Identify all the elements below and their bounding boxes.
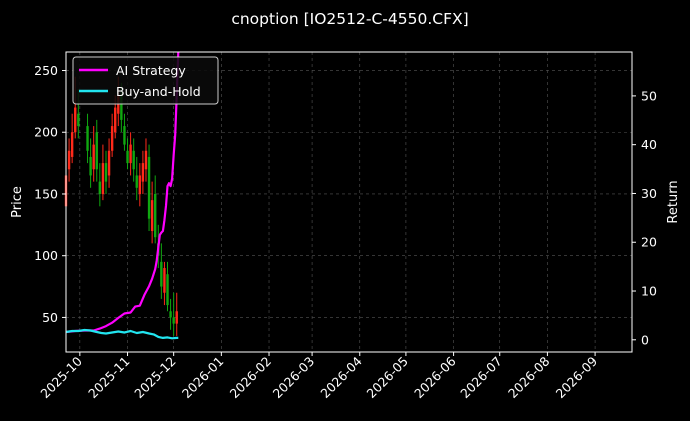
candle-body bbox=[132, 150, 135, 170]
y-right-tick-label: 40 bbox=[641, 137, 657, 152]
candle-body bbox=[107, 150, 111, 176]
series-line-ai-strategy bbox=[65, 51, 180, 334]
y-right-tick-label: 10 bbox=[641, 284, 657, 299]
y-left-tick-label: 100 bbox=[34, 248, 58, 263]
candle-body bbox=[166, 274, 169, 306]
candle-body bbox=[135, 175, 138, 188]
candle-body bbox=[172, 317, 175, 324]
y-right-tick-label: 30 bbox=[641, 186, 657, 201]
candle-body bbox=[144, 150, 148, 170]
candle-body bbox=[169, 311, 172, 318]
candle-body bbox=[120, 95, 123, 120]
y-right-label: Return bbox=[666, 180, 681, 223]
candle-body bbox=[92, 144, 95, 170]
candle-body bbox=[70, 132, 74, 157]
y-right-tick-label: 20 bbox=[641, 235, 657, 250]
candle-body bbox=[150, 200, 154, 232]
chart-title: cnoption [IO2512-C-4550.CFX] bbox=[231, 10, 468, 28]
legend-box bbox=[72, 56, 219, 105]
candle-body bbox=[98, 181, 102, 194]
candle-body bbox=[77, 113, 80, 127]
candle-body bbox=[74, 107, 77, 133]
y-left-label: Price bbox=[10, 186, 25, 218]
candle-body bbox=[154, 193, 157, 238]
candle-body bbox=[95, 132, 98, 170]
candle-body bbox=[126, 150, 129, 164]
candle-body bbox=[89, 156, 92, 176]
candle-body bbox=[141, 163, 145, 182]
plot-frame bbox=[65, 51, 633, 353]
candle-body bbox=[114, 107, 117, 133]
candle-body bbox=[163, 268, 166, 293]
y-left-tick-label: 250 bbox=[34, 63, 58, 78]
legend-ai-label: AI Strategy bbox=[116, 63, 186, 78]
y-right-tick-label: 0 bbox=[641, 332, 649, 347]
series-lines bbox=[65, 51, 180, 340]
candle-body bbox=[147, 156, 151, 219]
legend: AI Strategy Buy-and-Hold bbox=[72, 56, 219, 105]
candle-body bbox=[110, 126, 114, 151]
candle-body bbox=[67, 150, 71, 170]
candle-body bbox=[175, 311, 178, 324]
y-right-tick-label: 50 bbox=[641, 88, 657, 103]
candle-body bbox=[123, 126, 126, 145]
candle-body bbox=[160, 261, 163, 287]
candle-body bbox=[138, 175, 142, 194]
y-left-tick-label: 150 bbox=[34, 186, 58, 201]
candle-body bbox=[104, 163, 108, 182]
series-line-buy-and-hold bbox=[65, 328, 179, 340]
legend-bh-label: Buy-and-Hold bbox=[116, 84, 201, 99]
y-left-tick-label: 50 bbox=[42, 310, 58, 325]
candle-body bbox=[86, 126, 89, 151]
candle-body bbox=[101, 163, 105, 194]
y-left-tick-label: 200 bbox=[34, 125, 58, 140]
candle-body bbox=[129, 144, 132, 164]
